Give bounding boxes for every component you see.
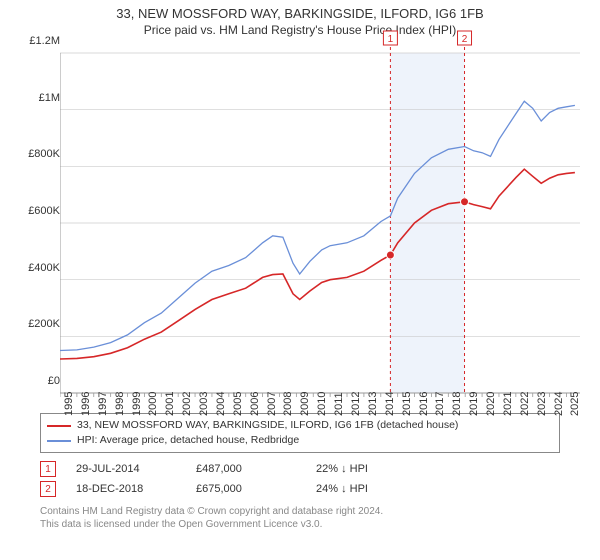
y-tick-label: £600K: [24, 205, 60, 217]
x-tick-label: 2019: [468, 392, 480, 416]
footer-line-2: This data is licensed under the Open Gov…: [40, 518, 560, 531]
x-tick-label: 2025: [569, 392, 581, 416]
x-tick-label: 2001: [164, 392, 176, 416]
y-tick-label: £400K: [24, 262, 60, 274]
legend-swatch: [47, 425, 71, 427]
x-tick-label: 1999: [131, 392, 143, 416]
x-tick-label: 1995: [63, 392, 75, 416]
legend: 33, NEW MOSSFORD WAY, BARKINGSIDE, ILFOR…: [40, 413, 560, 453]
sale-date: 29-JUL-2014: [76, 463, 196, 475]
legend-swatch: [47, 440, 71, 442]
x-tick-label: 2006: [249, 392, 261, 416]
x-tick-label: 1997: [97, 392, 109, 416]
chart-svg: 12: [60, 17, 580, 411]
sale-delta: 22% ↓ HPI: [316, 463, 436, 475]
sale-date: 18-DEC-2018: [76, 483, 196, 495]
sale-marker-box: 1: [40, 461, 56, 477]
legend-label: HPI: Average price, detached house, Redb…: [77, 433, 299, 448]
x-tick-label: 2012: [350, 392, 362, 416]
svg-text:1: 1: [388, 34, 394, 45]
legend-row: HPI: Average price, detached house, Redb…: [47, 433, 553, 448]
sale-marker: [461, 198, 469, 206]
x-tick-label: 2021: [502, 392, 514, 416]
x-tick-label: 2010: [316, 392, 328, 416]
sale-delta: 24% ↓ HPI: [316, 483, 436, 495]
y-tick-label: £0: [24, 375, 60, 387]
x-tick-label: 2003: [198, 392, 210, 416]
x-tick-label: 2000: [147, 392, 159, 416]
x-tick-label: 2022: [519, 392, 531, 416]
legend-label: 33, NEW MOSSFORD WAY, BARKINGSIDE, ILFOR…: [77, 418, 458, 433]
sale-marker-box: 2: [40, 481, 56, 497]
svg-text:2: 2: [462, 34, 468, 45]
x-tick-label: 2004: [215, 392, 227, 416]
sale-row: 2 18-DEC-2018£675,00024% ↓ HPI: [40, 479, 560, 499]
x-tick-label: 2017: [434, 392, 446, 416]
x-tick-label: 2013: [367, 392, 379, 416]
x-tick-label: 2002: [181, 392, 193, 416]
x-tick-label: 1996: [80, 392, 92, 416]
footer-line-1: Contains HM Land Registry data © Crown c…: [40, 505, 560, 518]
series-property: [60, 169, 575, 359]
sales-table: 1 29-JUL-2014£487,00022% ↓ HPI 2 18-DEC-201…: [40, 459, 560, 499]
series-hpi: [60, 101, 575, 350]
x-tick-label: 2024: [553, 392, 565, 416]
sale-price: £487,000: [196, 463, 316, 475]
x-tick-label: 2018: [451, 392, 463, 416]
x-tick-label: 2015: [401, 392, 413, 416]
x-tick-label: 2009: [299, 392, 311, 416]
x-tick-label: 1998: [114, 392, 126, 416]
x-tick-label: 2016: [418, 392, 430, 416]
x-tick-label: 2020: [485, 392, 497, 416]
x-tick-label: 2005: [232, 392, 244, 416]
chart-area: 12 £0£200K£400K£600K£800K£1M£1.2M1995199…: [20, 41, 580, 411]
x-tick-label: 2014: [384, 392, 396, 416]
legend-row: 33, NEW MOSSFORD WAY, BARKINGSIDE, ILFOR…: [47, 418, 553, 433]
footer: Contains HM Land Registry data © Crown c…: [40, 505, 560, 531]
x-tick-label: 2011: [333, 392, 345, 416]
x-tick-label: 2007: [266, 392, 278, 416]
sale-marker: [386, 251, 394, 259]
y-tick-label: £200K: [24, 318, 60, 330]
x-tick-label: 2008: [282, 392, 294, 416]
y-tick-label: £800K: [24, 148, 60, 160]
x-tick-label: 2023: [536, 392, 548, 416]
sale-price: £675,000: [196, 483, 316, 495]
sale-row: 1 29-JUL-2014£487,00022% ↓ HPI: [40, 459, 560, 479]
y-tick-label: £1.2M: [24, 35, 60, 47]
y-tick-label: £1M: [24, 92, 60, 104]
